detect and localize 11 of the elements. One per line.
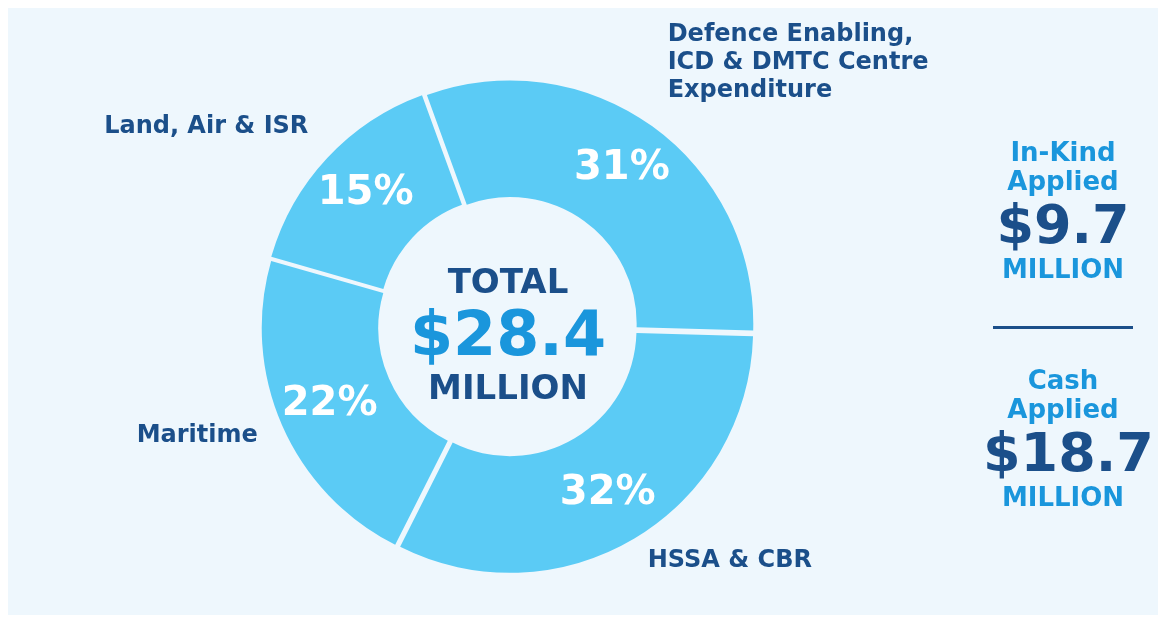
data-label: 32% [559,467,656,514]
slice-label: Defence Enabling, ICD & DMTC Centre Expenditure [667,19,929,104]
slice-label: HSSA & CBR [647,545,812,574]
text: In-Kind Applied $9.7 MILLION [995,137,1131,284]
slice-label: Maritime [136,420,258,449]
text: Cash Applied $18.7 MILLION [983,365,1154,512]
slice-label: Land, Air & ISR [104,110,309,139]
text: TOTAL $28.4 MILLION [408,261,608,407]
data-label: 15% [317,167,414,214]
data-label: 31% [574,141,670,188]
data-label: 22% [281,377,378,424]
